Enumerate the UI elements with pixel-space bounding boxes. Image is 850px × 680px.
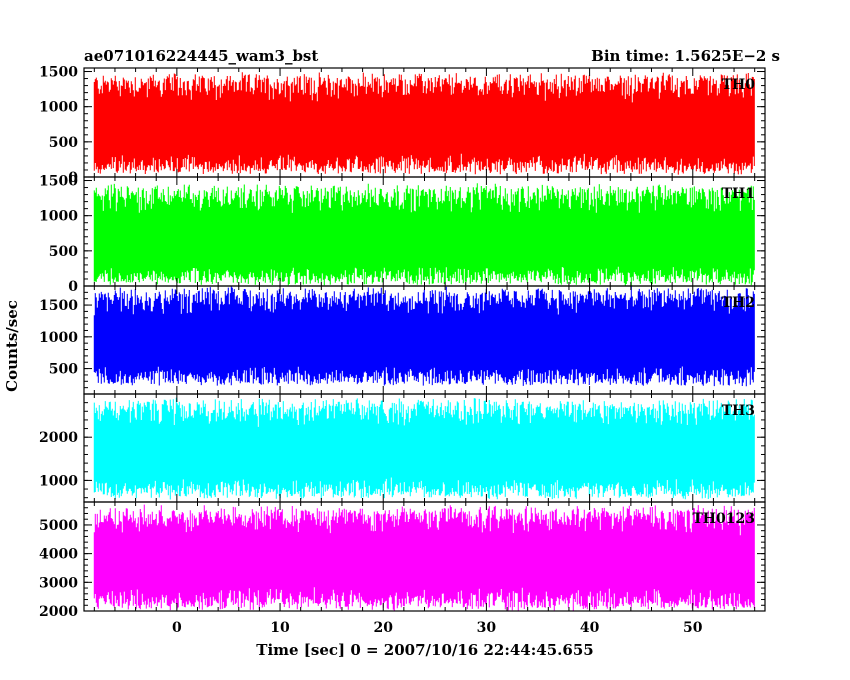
x-tick-label: 10: [270, 620, 290, 636]
x-tick-label: 30: [477, 620, 497, 636]
panel-th2: 500 1000 1500 TH2: [39, 285, 766, 395]
panel-th0: 0 500 1000 1500 TH0: [39, 65, 766, 186]
chart-title: ae071016224445_wam3_bst: [84, 47, 318, 65]
y-tick-label: 3000: [39, 575, 78, 591]
series-th1-line: [93, 183, 755, 286]
y-tick-label: 1000: [39, 473, 78, 489]
x-tick-label: 40: [580, 620, 600, 636]
y-tick-label: 0: [68, 170, 78, 186]
series-th0-line: [93, 72, 755, 175]
bin-time-label: Bin time: 1.5625E−2 s: [591, 47, 780, 65]
x-tick-label: 0: [172, 620, 182, 636]
y-tick-label: 2000: [39, 430, 78, 446]
y-tick-label: 4000: [39, 547, 78, 563]
x-tick-label: 50: [683, 620, 703, 636]
y-tick-label: 500: [49, 244, 78, 260]
y-tick-label: 500: [49, 135, 78, 151]
y-axis-label: Counts/sec: [3, 300, 21, 392]
series-th3-line: [93, 397, 755, 500]
y-tick-label: 1500: [39, 174, 78, 190]
legend-label-th1: TH1: [722, 186, 755, 202]
y-tick-label: 500: [49, 362, 78, 378]
y-tick-label: 1000: [39, 100, 78, 116]
series-th2-line: [93, 286, 755, 387]
y-tick-label: 2000: [39, 604, 78, 620]
panel-th3: 1000 2000 TH3: [39, 393, 766, 503]
y-tick-label: 5000: [39, 518, 78, 534]
panel-th0123: 2000 3000 4000 5000 TH0123: [39, 501, 766, 620]
x-tick-label: 20: [373, 620, 393, 636]
y-tick-label: 1500: [39, 298, 78, 314]
panels-group: 0 500 1000 1500 TH0 0 500 1000 1500 TH1 500 1000 150…: [39, 65, 766, 620]
legend-label-th0: TH0: [722, 77, 756, 93]
x-axis: 0 10 20 30 40 50: [172, 620, 703, 636]
panel-th1: 0 500 1000 1500 TH1: [39, 174, 766, 295]
x-axis-label: Time [sec] 0 = 2007/10/16 22:44:45.655: [256, 641, 593, 659]
legend-label-th3: TH3: [722, 403, 755, 419]
legend-label-th2: TH2: [722, 295, 755, 311]
legend-label-th0123: TH0123: [692, 511, 755, 527]
series-th0123-line: [93, 504, 755, 611]
y-tick-label: 1000: [39, 209, 78, 225]
y-tick-label: 1500: [39, 65, 78, 81]
y-tick-label: 1000: [39, 330, 78, 346]
y-tick-label: 0: [68, 279, 78, 295]
